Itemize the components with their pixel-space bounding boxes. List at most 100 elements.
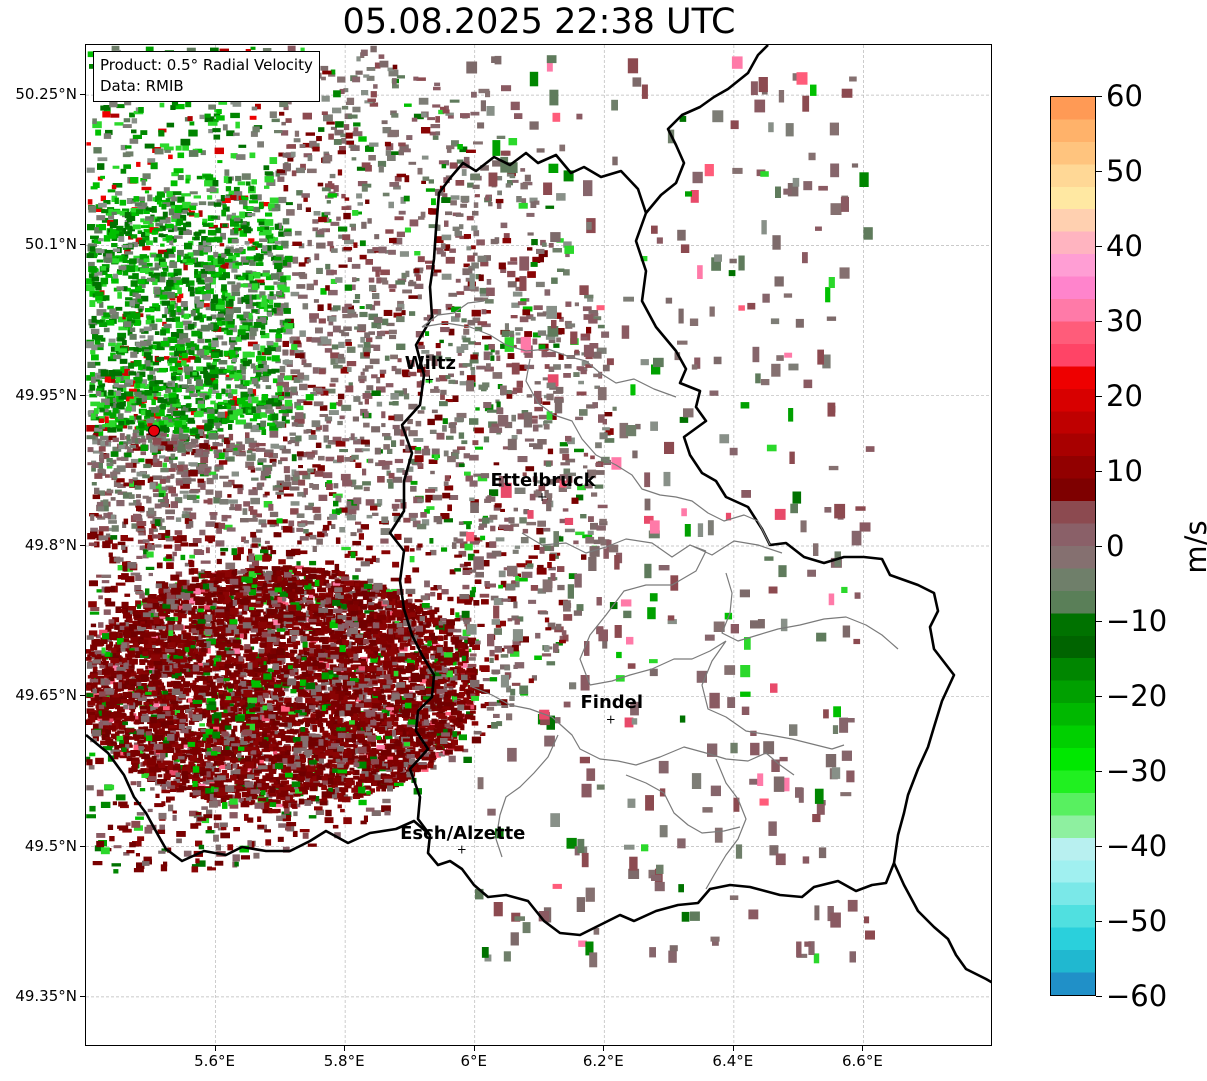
echo-cell [393,718,398,722]
echo-cell [199,652,207,657]
echo-cell [345,667,352,673]
echo-cell [225,696,232,701]
echo-cell [304,692,312,697]
echo-cell [120,724,126,730]
echo-cell [185,779,190,784]
echo-cell [116,674,123,680]
echo-cell [192,787,201,791]
echo-cell [263,737,269,741]
echo-cell [363,666,368,672]
echo-cell [349,711,357,717]
echo-cell [395,603,402,608]
echo-cell [394,736,403,741]
echo-cell [356,733,366,738]
echo-cell [432,744,439,749]
echo-cell [205,768,212,774]
echo-cell [394,762,400,767]
echo-cell [222,784,228,789]
echo-cell [246,718,253,724]
echo-cell [204,792,210,796]
echo-cell [324,663,330,669]
echo-cell [316,800,324,804]
echo-cell [327,759,337,764]
echo-cell [309,795,316,799]
echo-cell [336,640,343,644]
echo-cell [242,717,248,721]
echo-cell [345,655,350,659]
echo-cell [112,617,120,623]
echo-cell [126,669,131,674]
echo-cell [354,637,361,643]
echo-cell [119,742,126,749]
echo-cell [451,710,457,715]
echo-cell [278,697,284,701]
echo-cell [172,704,179,709]
echo-cell [302,647,307,652]
echo-cell [347,756,355,761]
echo-cell [309,782,317,786]
echo-cell [191,628,198,634]
echo-cell [157,595,164,599]
echo-cell [299,771,306,777]
echo-cell [371,626,379,631]
echo-cell [189,792,196,797]
echo-cell [197,763,205,768]
echo-cell [90,714,95,720]
echo-cell [182,749,191,754]
echo-cell [214,767,220,772]
echo-cell [261,687,269,691]
echo-cell [198,634,203,641]
echo-cell [202,662,210,668]
echo-cell [189,640,196,647]
echo-cell [241,772,246,776]
echo-cell [211,622,216,628]
echo-cell [234,769,241,775]
echo-cell [331,716,336,723]
echo-cell [373,592,382,597]
echo-cell [466,714,474,720]
echo-cell [301,625,309,630]
echo-cell [108,663,113,667]
echo-cell [308,595,314,601]
echo-cell [177,683,183,687]
echo-cell [205,619,211,623]
echo-cell [197,611,204,617]
echo-cell [308,676,315,682]
echo-cell [298,649,304,655]
echo-cell [360,587,368,592]
echo-cell [329,771,335,777]
echo-cell [192,680,197,684]
echo-cell [210,620,215,625]
echo-cell [145,607,151,612]
echo-cell [130,708,136,713]
echo-cell [425,705,435,712]
echo-cell [355,588,364,594]
echo-cell [210,577,216,582]
echo-cell [434,676,443,681]
echo-cell [395,596,400,601]
echo-cell [190,636,196,641]
echo-cell [387,641,395,647]
echo-cell [132,641,140,648]
echo-cell [329,763,336,768]
echo-cell [386,752,396,756]
echo-cell [168,730,176,735]
echo-cell [279,686,289,692]
echo-cell [160,644,165,650]
echo-cell [393,743,403,750]
echo-cell [225,627,232,634]
echo-cell [368,602,375,608]
echo-cell [387,695,394,700]
echo-cell [213,724,219,728]
echo-cell [392,774,401,781]
echo-cell [218,757,226,762]
echo-cell [424,671,430,676]
echo-cell [369,639,378,646]
echo-cell [466,679,473,683]
echo-cell [331,673,339,680]
echo-cell [344,732,354,739]
echo-cell [423,678,431,683]
echo-cell [430,687,438,692]
radar-map[interactable]: + + + + [85,44,992,1046]
echo-cell [107,638,112,642]
